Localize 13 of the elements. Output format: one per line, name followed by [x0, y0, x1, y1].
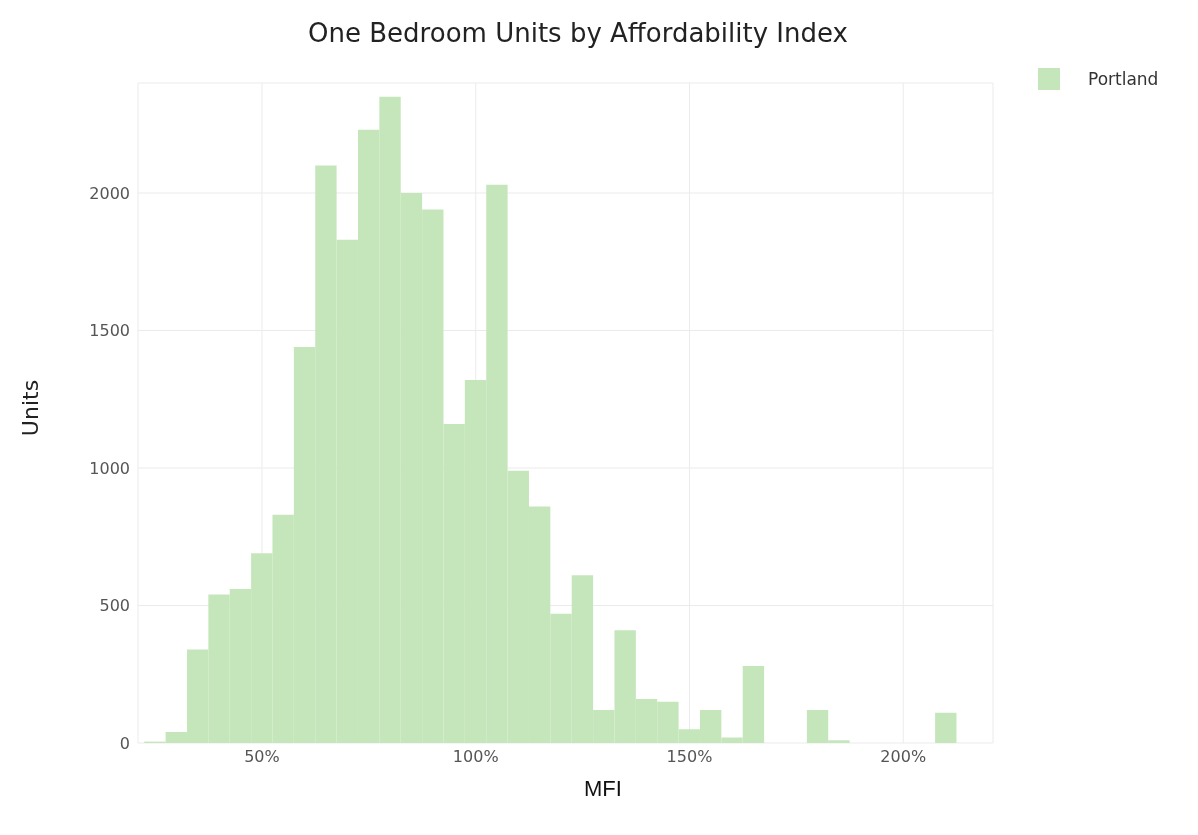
- chart-title: One Bedroom Units by Affordability Index: [307, 18, 849, 48]
- x-tick-label: 100%: [452, 747, 499, 767]
- y-tick-label: 0: [119, 733, 130, 753]
- y-tick-label: 1500: [89, 321, 130, 341]
- legend-label: Portland: [1088, 69, 1159, 89]
- y-tick-label: 1000: [89, 458, 130, 478]
- x-tick-label: 150%: [666, 747, 713, 767]
- y-tick-label: 500: [99, 596, 130, 616]
- y-axis-title: Units: [18, 378, 43, 438]
- x-tick-label: 50%: [244, 747, 280, 767]
- y-tick-label: 2000: [89, 183, 130, 203]
- x-tick-label: 200%: [880, 747, 927, 767]
- x-axis-title: MFI: [583, 776, 623, 802]
